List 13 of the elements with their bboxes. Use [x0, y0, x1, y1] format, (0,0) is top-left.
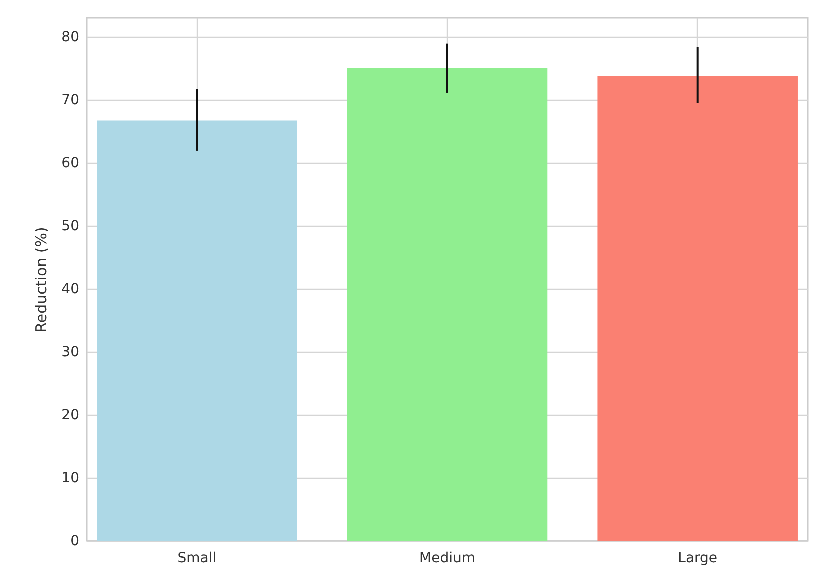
y-tick-label: 50	[62, 218, 80, 234]
y-tick-label: 40	[62, 281, 80, 298]
y-tick-label: 0	[70, 534, 80, 550]
y-tick-label: 10	[62, 470, 80, 486]
y-tick-label: 20	[62, 407, 80, 424]
y-tick-label: 60	[62, 155, 80, 172]
x-tick-label: Medium	[420, 550, 476, 566]
y-tick-label: 30	[62, 344, 80, 360]
y-axis-title: Reduction (%)	[32, 227, 51, 333]
y-tick-label: 80	[62, 29, 80, 46]
y-tick-label: 70	[62, 92, 80, 108]
x-tick-label: Small	[178, 550, 217, 566]
x-tick-label: Large	[678, 550, 718, 566]
